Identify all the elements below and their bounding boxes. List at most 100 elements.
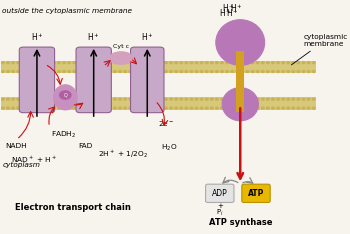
- Circle shape: [216, 98, 218, 100]
- Circle shape: [302, 62, 305, 64]
- Circle shape: [282, 98, 285, 100]
- Circle shape: [154, 98, 157, 100]
- Circle shape: [134, 71, 137, 73]
- Circle shape: [17, 98, 20, 100]
- Text: 2H$^+$ + 1/2O$_2$: 2H$^+$ + 1/2O$_2$: [98, 149, 148, 160]
- Circle shape: [154, 107, 157, 109]
- Circle shape: [93, 71, 96, 73]
- Circle shape: [27, 62, 30, 64]
- Circle shape: [210, 107, 213, 109]
- Circle shape: [277, 71, 279, 73]
- Circle shape: [292, 107, 295, 109]
- Text: Q: Q: [63, 93, 67, 98]
- Circle shape: [22, 98, 25, 100]
- Circle shape: [52, 107, 55, 109]
- Bar: [237, 51, 244, 112]
- Circle shape: [134, 107, 137, 109]
- Circle shape: [277, 62, 279, 64]
- Circle shape: [175, 107, 177, 109]
- Circle shape: [164, 98, 167, 100]
- Circle shape: [236, 98, 239, 100]
- Text: H$^+$: H$^+$: [230, 3, 243, 15]
- Circle shape: [307, 107, 310, 109]
- Circle shape: [68, 98, 70, 100]
- Text: H$^+$: H$^+$: [141, 31, 154, 43]
- Circle shape: [251, 98, 254, 100]
- Circle shape: [241, 62, 244, 64]
- Circle shape: [185, 107, 188, 109]
- Circle shape: [63, 107, 65, 109]
- Circle shape: [266, 71, 269, 73]
- Ellipse shape: [54, 85, 77, 110]
- Circle shape: [261, 71, 264, 73]
- Circle shape: [7, 62, 9, 64]
- Circle shape: [12, 107, 14, 109]
- Circle shape: [98, 98, 101, 100]
- FancyBboxPatch shape: [19, 47, 55, 113]
- Circle shape: [73, 71, 76, 73]
- Circle shape: [272, 71, 274, 73]
- Circle shape: [144, 107, 147, 109]
- Circle shape: [154, 71, 157, 73]
- Circle shape: [256, 98, 259, 100]
- Circle shape: [292, 62, 295, 64]
- Circle shape: [282, 71, 285, 73]
- Circle shape: [241, 71, 244, 73]
- Circle shape: [58, 98, 60, 100]
- Text: Cyt c: Cyt c: [113, 44, 130, 49]
- Circle shape: [231, 98, 233, 100]
- Circle shape: [149, 107, 152, 109]
- Text: FADH$_2$: FADH$_2$: [51, 130, 77, 140]
- Circle shape: [88, 71, 91, 73]
- Circle shape: [226, 98, 229, 100]
- Circle shape: [7, 98, 9, 100]
- Circle shape: [236, 107, 239, 109]
- Circle shape: [287, 98, 289, 100]
- Circle shape: [256, 62, 259, 64]
- Circle shape: [226, 62, 229, 64]
- Circle shape: [307, 98, 310, 100]
- Circle shape: [205, 71, 208, 73]
- Circle shape: [124, 98, 126, 100]
- Text: NAD$^+$ + H$^+$: NAD$^+$ + H$^+$: [11, 155, 57, 165]
- FancyBboxPatch shape: [76, 47, 111, 113]
- Circle shape: [68, 62, 70, 64]
- Circle shape: [42, 98, 45, 100]
- FancyBboxPatch shape: [242, 184, 270, 202]
- Circle shape: [37, 71, 40, 73]
- Circle shape: [139, 71, 142, 73]
- Circle shape: [246, 71, 249, 73]
- Circle shape: [313, 62, 315, 64]
- Circle shape: [78, 62, 80, 64]
- Circle shape: [22, 62, 25, 64]
- Circle shape: [313, 107, 315, 109]
- Circle shape: [104, 98, 106, 100]
- Circle shape: [231, 62, 233, 64]
- Circle shape: [93, 62, 96, 64]
- Circle shape: [170, 107, 172, 109]
- Circle shape: [210, 62, 213, 64]
- Circle shape: [134, 98, 137, 100]
- Circle shape: [292, 71, 295, 73]
- Text: outside the cytoplasmic membrane: outside the cytoplasmic membrane: [2, 8, 132, 14]
- Circle shape: [261, 62, 264, 64]
- Circle shape: [134, 62, 137, 64]
- Circle shape: [7, 107, 9, 109]
- Circle shape: [37, 62, 40, 64]
- Text: H$^+$: H$^+$: [226, 7, 239, 18]
- Circle shape: [164, 62, 167, 64]
- Circle shape: [200, 62, 203, 64]
- Circle shape: [124, 107, 126, 109]
- Circle shape: [83, 107, 86, 109]
- Circle shape: [93, 107, 96, 109]
- Text: FAD: FAD: [78, 143, 92, 149]
- Circle shape: [144, 71, 147, 73]
- Circle shape: [37, 98, 40, 100]
- Circle shape: [190, 62, 193, 64]
- Circle shape: [48, 98, 50, 100]
- Circle shape: [307, 71, 310, 73]
- Circle shape: [37, 107, 40, 109]
- Circle shape: [114, 107, 116, 109]
- Circle shape: [7, 71, 9, 73]
- Circle shape: [190, 107, 193, 109]
